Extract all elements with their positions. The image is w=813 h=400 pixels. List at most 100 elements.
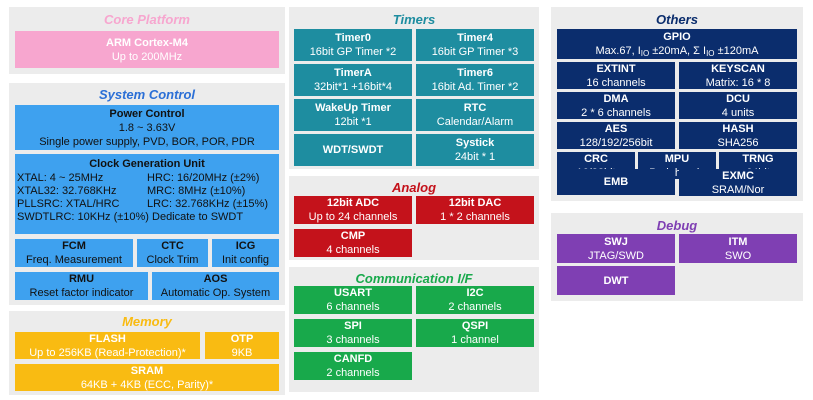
hash-block: HASH SHA256 xyxy=(679,122,797,149)
memory-panel: Memory FLASH Up to 256KB (Read-Protectio… xyxy=(9,311,285,395)
aes-name: AES xyxy=(604,122,628,135)
wakeup-timer-block: WakeUp Timer 12bit *1 xyxy=(294,99,412,131)
cmp-desc: 4 channels xyxy=(326,244,380,256)
wakeup-name: WakeUp Timer xyxy=(315,102,391,114)
clock-spec: HRC: 16/20MHz (±2%) xyxy=(147,172,260,184)
clock-spec: XTAL: 4 ~ 25MHz xyxy=(17,172,104,184)
communication-title: Communication I/F xyxy=(355,271,473,286)
dma-desc: 2 * 6 channels xyxy=(581,106,651,119)
flash-desc: Up to 256KB (Read-Protection)* xyxy=(29,346,186,359)
wdt-swdt-block: WDT/SWDT xyxy=(294,134,412,166)
system-control-title: System Control xyxy=(98,87,196,102)
dwt-name: DWT xyxy=(603,274,629,287)
ctc-block: CTC Clock Trim xyxy=(137,239,208,267)
keyscan-block: KEYSCAN Matrix: 16 * 8 xyxy=(679,62,797,89)
dcu-name: DCU xyxy=(726,92,750,105)
aes-desc: 128/192/256bit xyxy=(579,136,653,149)
gpio-desc: Max.67, IIO ±20mA, Σ IIO ±120mA xyxy=(596,44,759,58)
clock-specs: XTAL: 4 ~ 25MHz HRC: 16/20MHz (±2%) XTAL… xyxy=(17,172,277,211)
otp-desc: 9KB xyxy=(231,346,253,359)
timer4-desc: 16bit GP Timer *3 xyxy=(431,46,519,58)
hash-desc: SHA256 xyxy=(717,136,759,149)
sram-name: SRAM xyxy=(130,364,164,377)
dac-name: 12bit DAC xyxy=(448,197,502,209)
itm-desc: SWO xyxy=(724,249,752,262)
crc-name: CRC xyxy=(584,152,608,165)
i2c-block: I2C 2 channels xyxy=(416,286,534,314)
flash-name: FLASH xyxy=(89,332,126,345)
others-panel: Others GPIO Max.67, IIO ±20mA, Σ IIO ±12… xyxy=(551,7,803,201)
systick-desc: 24bit * 1 xyxy=(454,151,496,163)
dma-block: DMA 2 * 6 channels xyxy=(557,92,675,119)
qspi-desc: 1 channel xyxy=(451,334,499,346)
flash-block: FLASH Up to 256KB (Read-Protection)* xyxy=(15,332,200,359)
timers-title: Timers xyxy=(392,12,436,27)
wdt-name: WDT/SWDT xyxy=(322,144,384,156)
memory-title: Memory xyxy=(122,314,172,329)
aos-block: AOS Automatic Op. System xyxy=(152,272,279,300)
timer4-block: Timer4 16bit GP Timer *3 xyxy=(416,29,534,61)
timer6-name: Timer6 xyxy=(457,67,493,79)
rtc-desc: Calendar/Alarm xyxy=(436,116,514,128)
aes-block: AES 128/192/256bit xyxy=(557,122,675,149)
rmu-name: RMU xyxy=(68,273,95,285)
aos-name: AOS xyxy=(203,273,228,285)
sram-desc: 64KB + 4KB (ECC, Parity)* xyxy=(80,378,214,391)
spi-block: SPI 3 channels xyxy=(294,319,412,347)
debug-title: Debug xyxy=(656,218,698,233)
dac-desc: 1 * 2 channels xyxy=(440,211,510,223)
timers-panel: Timers Timer0 16bit GP Timer *2 Timer4 1… xyxy=(289,7,539,169)
rmu-block: RMU Reset factor indicator xyxy=(15,272,148,300)
clock-name: Clock Generation Unit xyxy=(89,158,205,170)
dcu-desc: 4 units xyxy=(721,106,755,119)
others-title: Others xyxy=(656,12,698,27)
canfd-name: CANFD xyxy=(333,353,373,365)
timer0-desc: 16bit GP Timer *2 xyxy=(309,46,397,58)
arm-name: ARM Cortex-M4 xyxy=(106,36,188,49)
gpio-block: GPIO Max.67, IIO ±20mA, Σ IIO ±120mA xyxy=(557,29,797,59)
timer0-block: Timer0 16bit GP Timer *2 xyxy=(294,29,412,61)
systick-name: Systick xyxy=(455,137,495,149)
aos-desc: Automatic Op. System xyxy=(160,287,271,299)
timera-desc: 32bit*1 +16bit*4 xyxy=(314,81,392,93)
core-platform-panel: Core Platform ARM Cortex-M4 Up to 200MHz xyxy=(9,7,285,74)
ctc-desc: Clock Trim xyxy=(146,254,199,266)
timera-block: TimerA 32bit*1 +16bit*4 xyxy=(294,64,412,96)
clock-spec-swdt: SWDTLRC: 10KHz (±10%) Dedicate to SWDT xyxy=(17,211,244,223)
gpio-desc-part: ±120mA xyxy=(714,45,759,57)
adc-block: 12bit ADC Up to 24 channels xyxy=(294,196,412,224)
otp-name: OTP xyxy=(230,332,254,345)
swj-block: SWJ JTAG/SWD xyxy=(557,234,675,263)
analog-title: Analog xyxy=(391,180,437,195)
extint-name: EXTINT xyxy=(596,62,636,75)
emb-name: EMB xyxy=(603,176,629,188)
power-name: Power Control xyxy=(109,107,185,120)
gpio-desc-part: ±20mA, Σ I xyxy=(649,45,707,57)
canfd-desc: 2 channels xyxy=(326,367,380,379)
usart-desc: 6 channels xyxy=(326,301,380,313)
fcm-name: FCM xyxy=(62,240,86,252)
qspi-block: QSPI 1 channel xyxy=(416,319,534,347)
exmc-desc: SRAM/Nor xyxy=(711,183,765,196)
clock-spec: MRC: 8MHz (±10%) xyxy=(147,185,246,197)
fcm-desc: Freq. Measurement xyxy=(26,254,122,266)
extint-block: EXTINT 16 channels xyxy=(557,62,675,89)
keyscan-desc: Matrix: 16 * 8 xyxy=(705,76,771,89)
power-line2: Single power supply, PVD, BOR, POR, PDR xyxy=(39,135,255,148)
dma-name: DMA xyxy=(603,92,629,105)
itm-name: ITM xyxy=(728,235,748,248)
usart-block: USART 6 channels xyxy=(294,286,412,314)
communication-panel: Communication I/F USART 6 channels I2C 2… xyxy=(289,267,539,392)
rtc-block: RTC Calendar/Alarm xyxy=(416,99,534,131)
swj-desc: JTAG/SWD xyxy=(587,249,644,262)
cmp-name: CMP xyxy=(340,230,366,242)
i2c-name: I2C xyxy=(466,287,484,299)
icg-block: ICG Init config xyxy=(212,239,279,267)
itm-block: ITM SWO xyxy=(679,234,797,263)
system-control-panel: System Control Power Control 1.8 ~ 3.63V… xyxy=(9,83,285,305)
i2c-desc: 2 channels xyxy=(448,301,502,313)
clock-spec: PLLSRC: XTAL/HRC xyxy=(17,198,120,210)
adc-desc: Up to 24 channels xyxy=(308,211,398,223)
dac-block: 12bit DAC 1 * 2 channels xyxy=(416,196,534,224)
rtc-name: RTC xyxy=(463,102,487,114)
